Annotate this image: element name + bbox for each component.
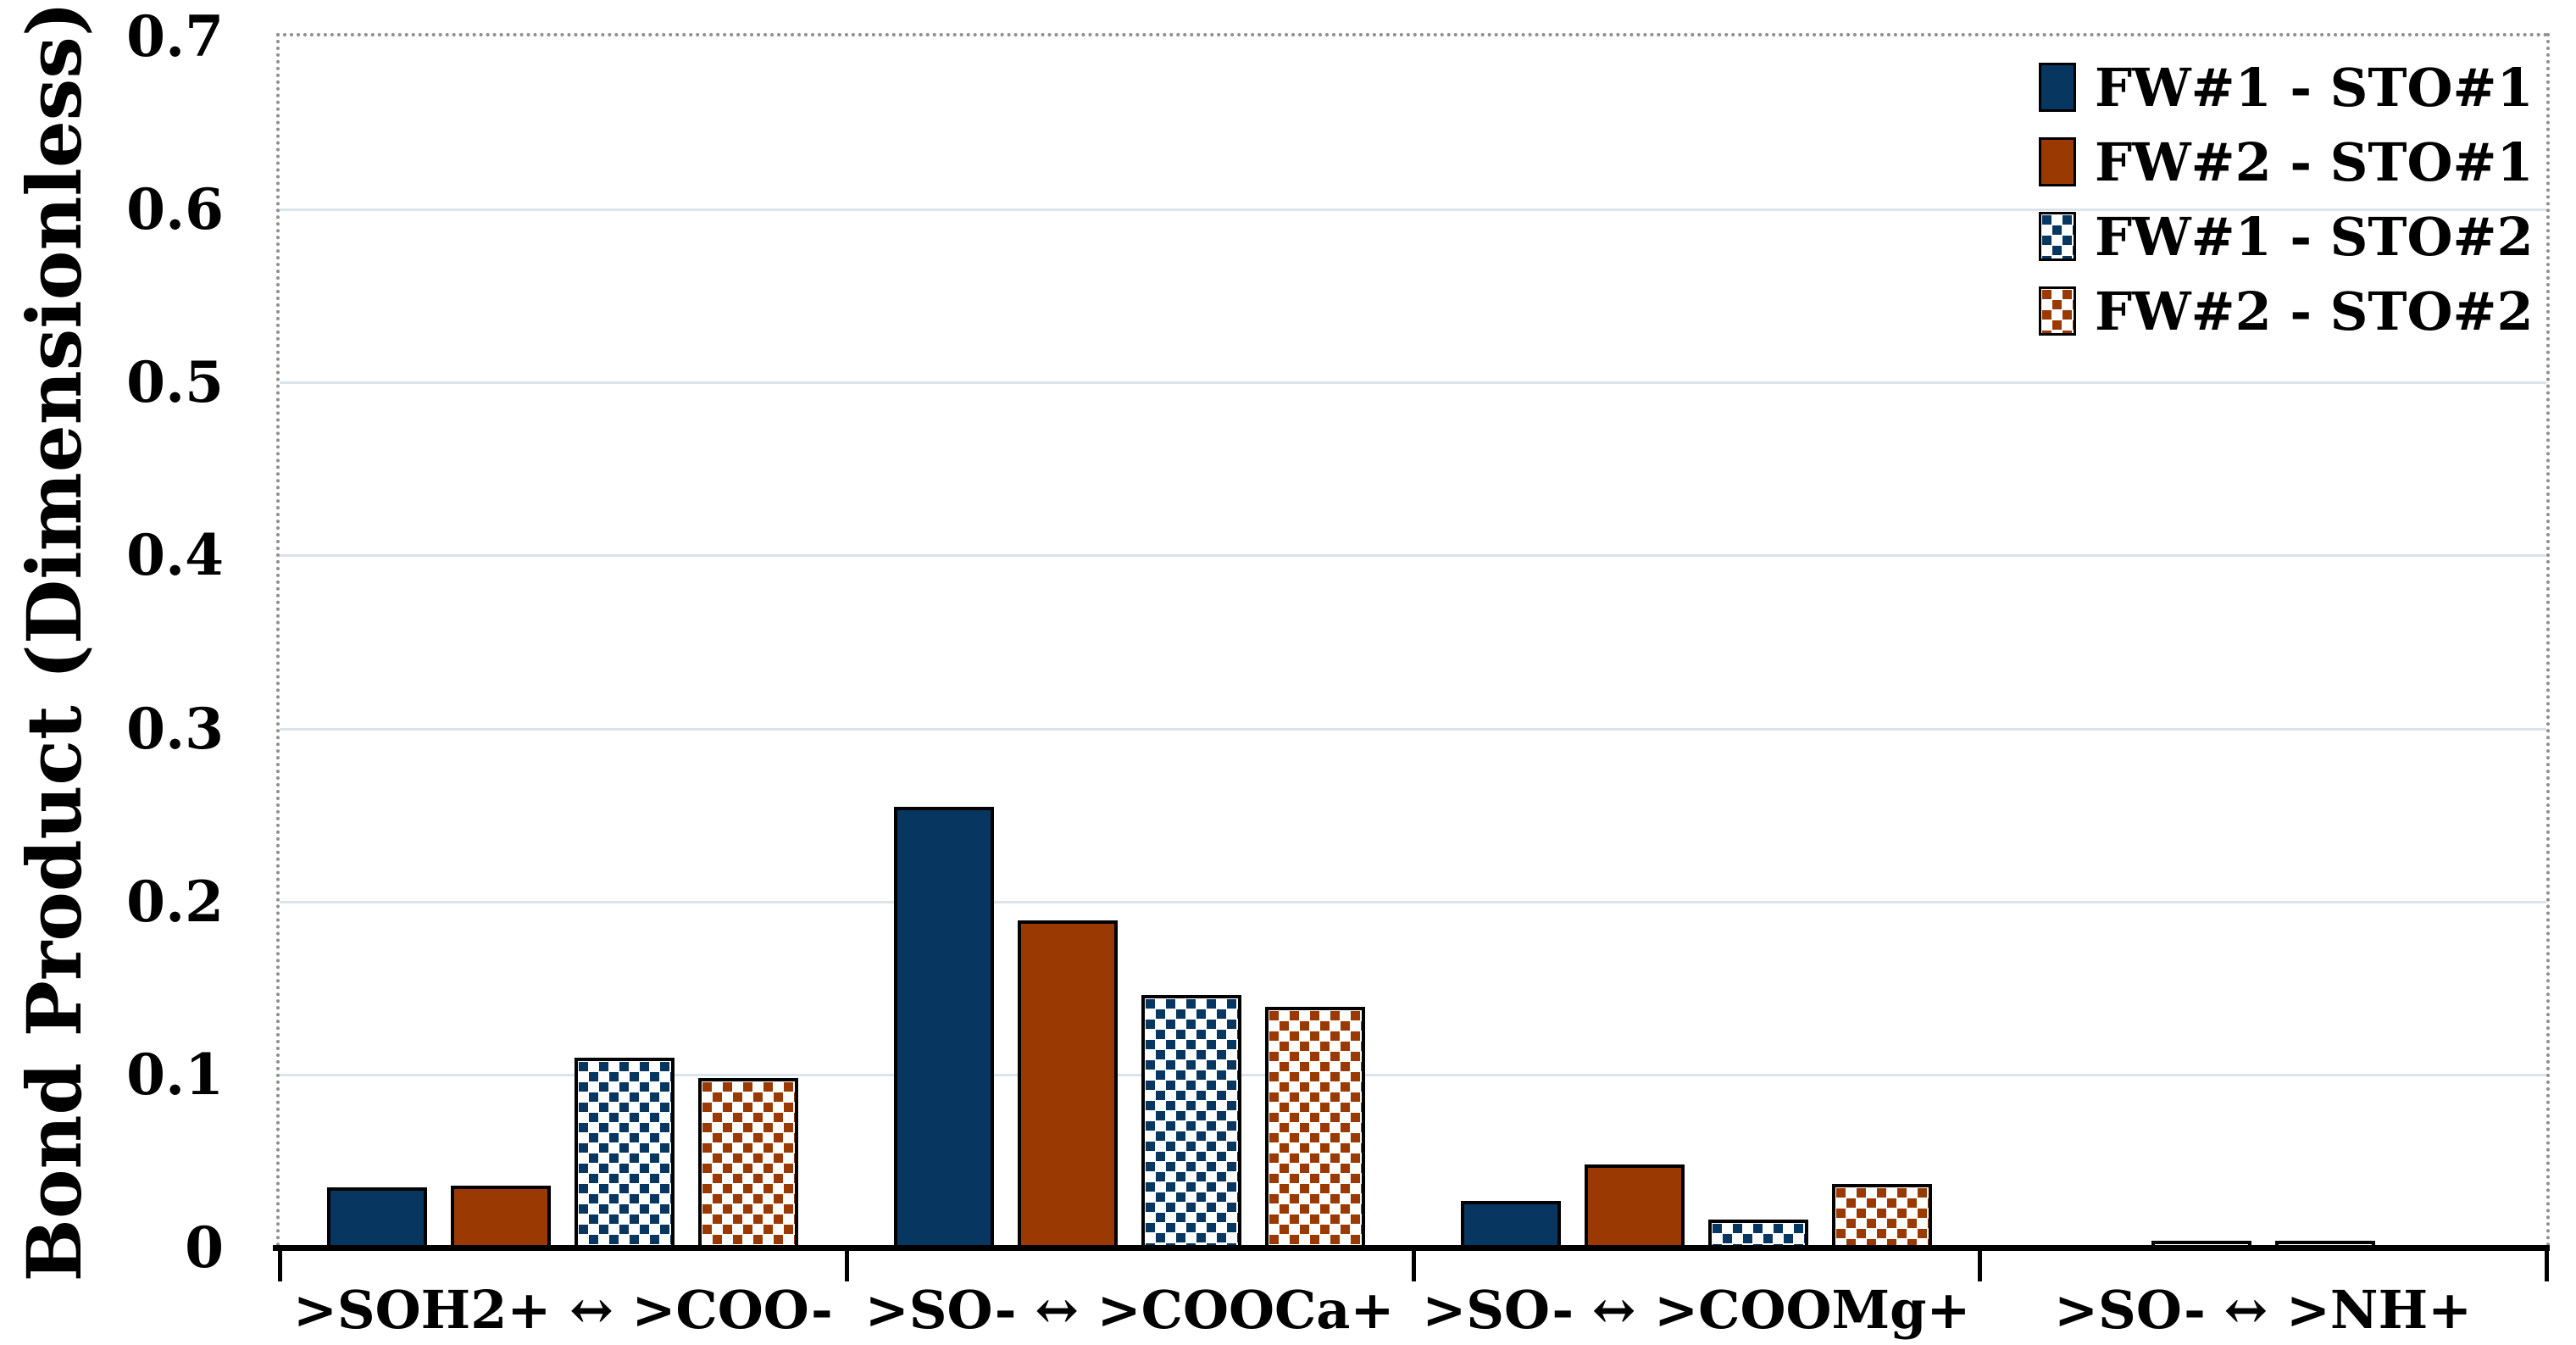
legend: FW#1 - STO#1 FW#2 - STO#1 FW#1 - STO#2 FW#2… — [2039, 50, 2534, 348]
bar-series3-group2 — [1141, 995, 1242, 1248]
gridline — [280, 1073, 2546, 1076]
bar-series4-group3 — [1831, 1183, 1932, 1248]
plot-area: FW#1 - STO#1 FW#2 - STO#1 FW#1 - STO#2 FW#2… — [276, 33, 2550, 1248]
bar-series2-group3 — [1584, 1164, 1685, 1248]
legend-item: FW#2 - STO#1 — [2039, 125, 2534, 199]
x-axis-tick — [2545, 1249, 2549, 1281]
legend-swatch-solid-rust — [2039, 137, 2076, 186]
legend-item: FW#2 - STO#2 — [2039, 274, 2534, 348]
bar-group-2 — [847, 36, 1413, 1248]
x-axis-tick — [1411, 1249, 1416, 1281]
bar-group-3 — [1413, 36, 1980, 1248]
x-category-label: >SOH2+ ↔ >COO- — [292, 1279, 833, 1341]
gridline — [280, 208, 2546, 212]
x-category-label: >SO- ↔ >COOMg+ — [1422, 1279, 1971, 1341]
legend-label: FW#1 - STO#1 — [2095, 56, 2534, 119]
y-tick-label: 0.6 — [126, 176, 224, 243]
bar-series4-group2 — [1265, 1007, 1366, 1248]
legend-swatch-pattern-rust — [2039, 286, 2076, 336]
x-axis-tick — [844, 1249, 849, 1281]
gridline — [280, 900, 2546, 903]
bar-series3-group1 — [575, 1057, 675, 1248]
gridline — [280, 727, 2546, 731]
bar-series3-group3 — [1707, 1220, 1808, 1248]
y-tick-label: 0.1 — [126, 1041, 224, 1108]
y-tick-label: 0 — [185, 1214, 224, 1281]
legend-item: FW#1 - STO#2 — [2039, 199, 2534, 274]
legend-label: FW#2 - STO#2 — [2095, 280, 2534, 342]
bar-series2-group2 — [1018, 920, 1119, 1248]
gridline — [280, 554, 2546, 558]
y-tick-label: 0.4 — [126, 522, 224, 589]
bar-series1-group3 — [1460, 1200, 1561, 1248]
legend-label: FW#2 - STO#1 — [2095, 131, 2534, 193]
x-category-label: >SO- ↔ >COOCa+ — [864, 1279, 1395, 1341]
bar-group-1 — [280, 36, 847, 1248]
bar-groups — [280, 36, 2546, 1248]
bar-series1-group1 — [327, 1187, 428, 1248]
y-tick-label: 0.3 — [126, 695, 224, 762]
x-category-label: >SO- ↔ >NH+ — [2054, 1279, 2473, 1341]
x-axis-line — [273, 1245, 2550, 1251]
legend-swatch-solid-navy — [2039, 63, 2076, 112]
x-axis-tick — [1978, 1249, 1983, 1281]
legend-label: FW#1 - STO#2 — [2095, 205, 2534, 268]
legend-item: FW#1 - STO#1 — [2039, 50, 2534, 125]
gridline — [280, 381, 2546, 385]
bar-series2-group1 — [451, 1185, 552, 1248]
bar-series4-group1 — [698, 1078, 799, 1248]
y-tick-label: 0.7 — [126, 3, 224, 69]
bar-series1-group2 — [894, 806, 995, 1248]
y-tick-label: 0.2 — [126, 868, 224, 935]
legend-swatch-pattern-navy — [2039, 212, 2076, 261]
y-tick-label: 0.5 — [126, 349, 224, 416]
x-axis-tick — [278, 1249, 282, 1281]
